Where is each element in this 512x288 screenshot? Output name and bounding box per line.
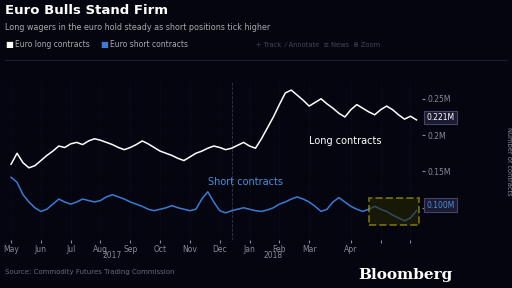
Text: 0.221M: 0.221M <box>426 113 455 122</box>
Text: Number of contracts: Number of contracts <box>506 127 512 196</box>
Text: Euro Bulls Stand Firm: Euro Bulls Stand Firm <box>5 4 168 17</box>
Text: Long contracts: Long contracts <box>309 136 381 146</box>
Text: Euro short contracts: Euro short contracts <box>110 40 188 49</box>
Text: + Track  ⁄ Annotate  ≡ News  ⊕ Zoom: + Track ⁄ Annotate ≡ News ⊕ Zoom <box>256 42 380 48</box>
Text: 2018: 2018 <box>264 251 283 260</box>
Text: 2017: 2017 <box>103 251 122 260</box>
Text: 0.100M: 0.100M <box>426 201 455 210</box>
Text: ■: ■ <box>5 40 13 49</box>
Text: Source: Commodity Futures Trading Commission: Source: Commodity Futures Trading Commis… <box>5 269 175 275</box>
Text: ■: ■ <box>100 40 108 49</box>
Text: Short contracts: Short contracts <box>208 177 283 187</box>
Text: Bloomberg: Bloomberg <box>358 268 453 282</box>
Text: Long wagers in the euro hold steady as short positions tick higher: Long wagers in the euro hold steady as s… <box>5 23 270 32</box>
Text: Euro long contracts: Euro long contracts <box>15 40 90 49</box>
FancyBboxPatch shape <box>369 198 419 225</box>
